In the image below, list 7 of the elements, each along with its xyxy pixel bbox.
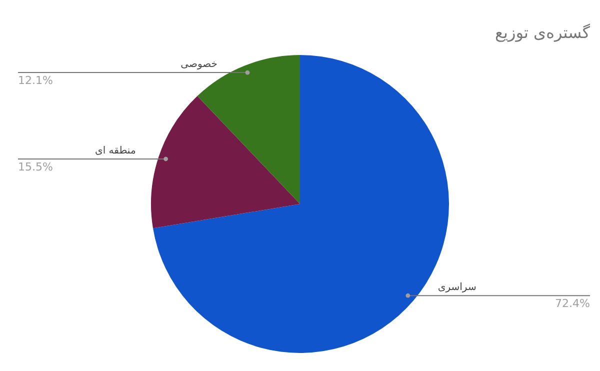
slice-label: خصوصی (180, 59, 218, 70)
data-label: 12.1% (18, 74, 53, 87)
data-label: 15.5% (18, 160, 53, 174)
slice-label: منطقه ای (95, 146, 136, 157)
slice-label: سراسری (438, 282, 476, 294)
chart-title: گستره‌ی توزیع (495, 23, 590, 42)
data-label: 72.4% (555, 296, 590, 310)
